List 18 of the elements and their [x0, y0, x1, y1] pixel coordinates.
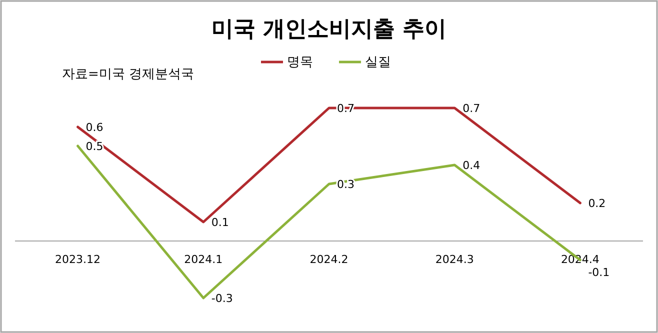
chart-title: 미국 개인소비지출 추이 [211, 17, 447, 42]
data-label: 0.2 [588, 197, 606, 210]
data-label: 0.1 [211, 216, 229, 229]
text: 자료=미국 경제분석국 [62, 67, 194, 82]
x-tick-label: 2024.2 [310, 253, 348, 266]
data-label: -0.3 [211, 292, 233, 305]
data-label: 0.5 [86, 140, 104, 153]
data-label: -0.1 [588, 266, 610, 279]
x-tick-label: 2024.4 [560, 253, 600, 266]
legend-label: 명목 [287, 55, 313, 70]
x-tick-label: 2024.3 [435, 253, 474, 266]
data-label: 0.7 [337, 102, 354, 115]
legend-label: 실질 [365, 55, 391, 70]
data-label: 0.6 [86, 121, 104, 134]
data-label: 0.4 [462, 159, 480, 172]
x-tick-label: 2023.12 [55, 253, 101, 266]
data-label: 0.7 [462, 102, 480, 115]
x-tick-label: 2024.1 [184, 253, 223, 266]
